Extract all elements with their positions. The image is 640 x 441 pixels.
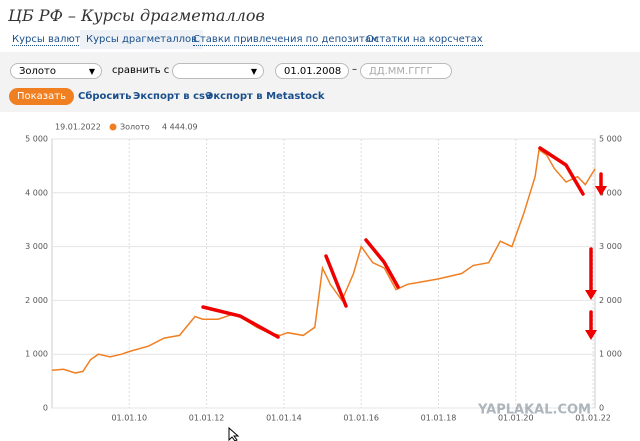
y-tick-label: 1 000 [25, 350, 48, 359]
page-title: ЦБ РФ – Курсы драгметаллов [8, 6, 265, 25]
compare-select[interactable]: ▼ [172, 63, 264, 79]
cursor [228, 426, 240, 441]
toolbar [0, 52, 640, 112]
date-from[interactable]: 01.01.2008 [275, 63, 349, 79]
x-tick-label: 01.01.22 [575, 414, 611, 423]
y-tick-label: 0 [43, 404, 48, 413]
dash: – [352, 64, 357, 75]
select-value: Золото [19, 66, 56, 77]
y2-tick-label: 5 000 [599, 135, 622, 144]
tab[interactable]: Остатки на корсчетах [366, 34, 483, 46]
reset-link[interactable]: Сбросить [78, 91, 132, 102]
y2-tick-label: 4 000 [599, 188, 622, 197]
tab[interactable]: Курсы валют [12, 34, 81, 46]
legend-swatch [109, 123, 117, 131]
x-tick-label: 01.01.12 [189, 414, 225, 423]
y2-tick-label: 1 000 [599, 350, 622, 359]
annotations [201, 146, 603, 339]
y-tick-label: 5 000 [25, 135, 48, 144]
y2-tick-label: 0 [599, 404, 604, 413]
tab-active[interactable]: Курсы драгметаллов [80, 30, 204, 49]
series-line [51, 148, 596, 374]
show-button[interactable]: Показать [9, 88, 74, 105]
x-tick-label: 01.01.20 [498, 414, 534, 423]
x-tick-label: 01.01.10 [111, 414, 147, 423]
date-to[interactable]: ДД.ММ.ГГГГ [360, 63, 452, 79]
plot-frame [51, 138, 596, 409]
compare-label: сравнить с [112, 65, 170, 76]
metastock-link[interactable]: Экспорт в Metastock [206, 91, 325, 102]
tab[interactable]: Ставки привлечения по депозитам [193, 34, 379, 46]
cursor-date: 19.01.2022 [55, 123, 101, 132]
y-tick-label: 4 000 [25, 188, 48, 197]
arrowheads [585, 186, 607, 340]
y2-tick-label: 3 000 [599, 242, 622, 251]
legend-label: Золото [120, 123, 150, 132]
y-tick-label: 2 000 [25, 296, 48, 305]
y-tick-label: 3 000 [25, 242, 48, 251]
x-tick-label: 01.01.16 [343, 414, 379, 423]
x-tick-label: 01.01.14 [266, 414, 302, 423]
watermark: YAPLAKAL.COM [477, 403, 591, 418]
x-tick-label: 01.01.18 [421, 414, 457, 423]
cursor-value: 4 444.09 [162, 123, 198, 132]
y2-tick-label: 2 000 [599, 296, 622, 305]
csv-link[interactable]: Экспорт в csv [133, 91, 212, 102]
metal-select[interactable]: Золото ▼ [10, 63, 102, 79]
